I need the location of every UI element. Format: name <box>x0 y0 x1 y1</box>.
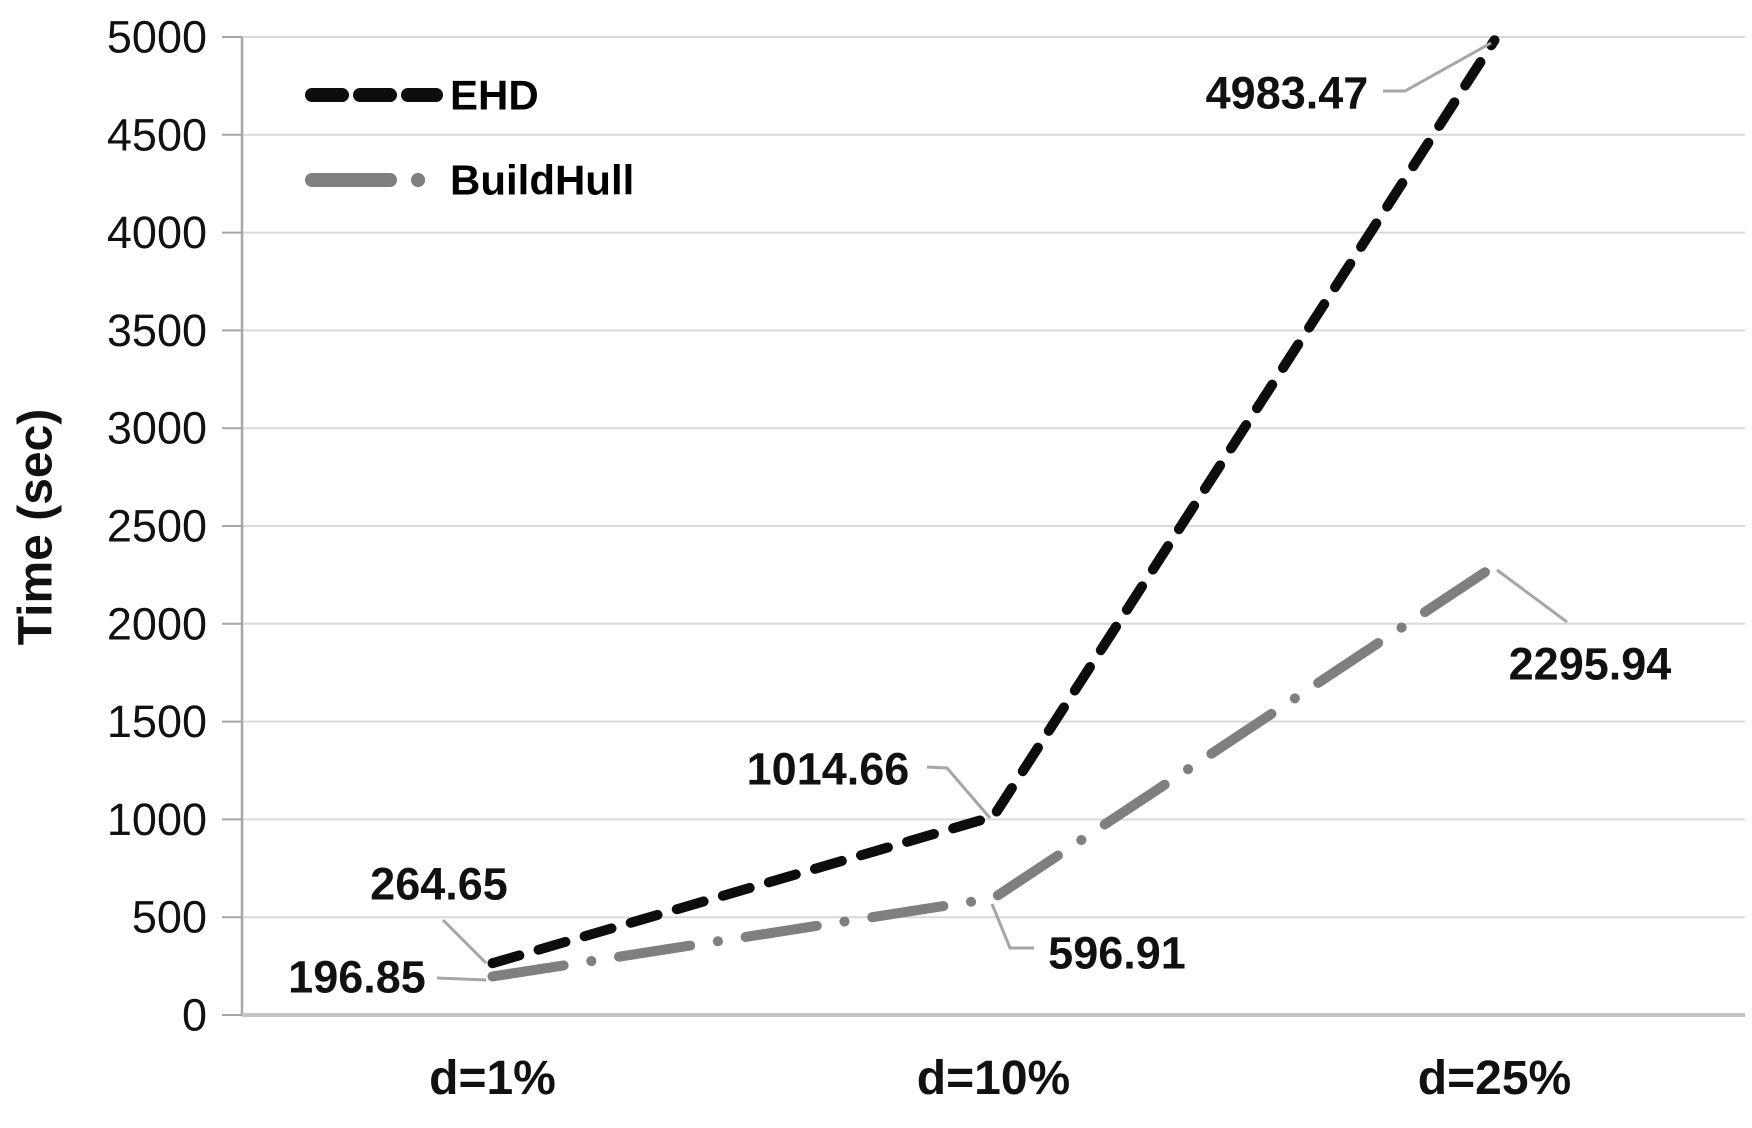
y-tick-label: 0 <box>182 990 207 1041</box>
y-tick-label: 1500 <box>107 696 207 747</box>
buildhull-data-label: 196.85 <box>288 952 426 1003</box>
ehd-data-label: 4983.47 <box>1206 68 1369 119</box>
ehd-series-line <box>487 35 1500 969</box>
y-tick-label: 5000 <box>107 12 207 63</box>
data-label-leader-line <box>436 976 487 982</box>
x-category-label: d=25% <box>1418 1052 1571 1105</box>
y-tick-label: 3000 <box>107 403 207 454</box>
buildhull-series-line <box>487 560 1500 982</box>
x-category-label: d=1% <box>429 1052 556 1105</box>
y-tick-label: 1000 <box>107 794 207 845</box>
legend-label-ehd: EHD <box>450 72 539 119</box>
data-label-leader-line <box>926 765 992 819</box>
buildhull-data-label: 596.91 <box>1048 928 1186 979</box>
legend-label-buildhull: BuildHull <box>450 157 634 204</box>
x-category-label: d=10% <box>917 1052 1070 1105</box>
ehd-data-label: 264.65 <box>370 859 508 910</box>
data-label-leader-line <box>990 903 1034 950</box>
y-tick-label: 500 <box>132 892 207 943</box>
ehd-data-label: 1014.66 <box>747 744 910 795</box>
data-label-leader-line <box>441 918 488 965</box>
buildhull-data-label: 2295.94 <box>1509 639 1672 690</box>
y-tick-label: 3500 <box>107 305 207 356</box>
y-tick-label: 2500 <box>107 501 207 552</box>
y-tick-label: 2000 <box>107 598 207 649</box>
y-axis-title: Time (sec) <box>10 409 63 646</box>
data-label-leader-line <box>1383 41 1492 93</box>
y-tick-label: 4500 <box>107 109 207 160</box>
y-tick-label: 4000 <box>107 207 207 258</box>
data-label-leader-line <box>1496 568 1568 624</box>
